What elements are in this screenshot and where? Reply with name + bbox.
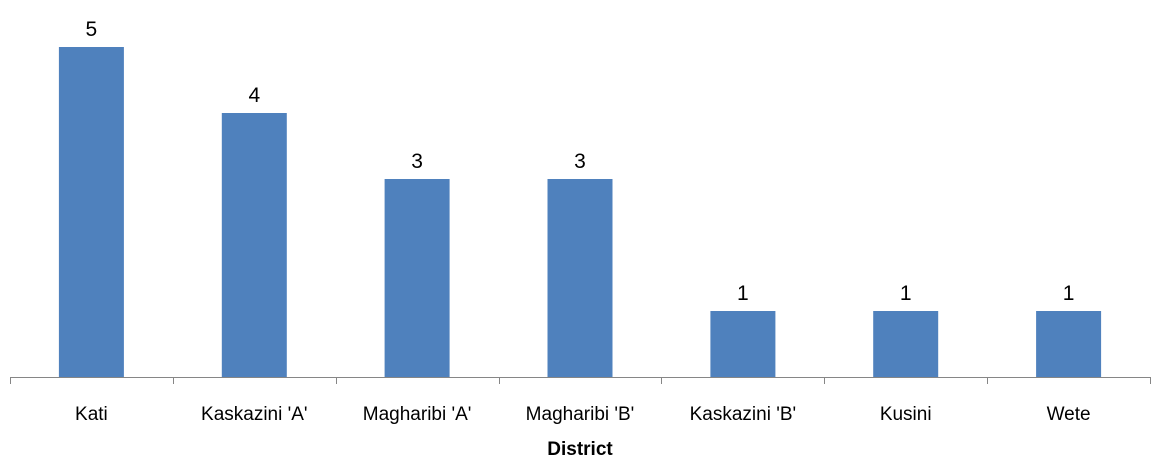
x-axis	[10, 377, 1151, 384]
data-label-kati: 5	[86, 18, 98, 41]
data-label-magharibi-a: 3	[411, 150, 423, 173]
x-tick-label-kaskazini-b: Kaskazini 'B'	[690, 404, 797, 425]
x-tick-label-wete: Wete	[1047, 404, 1091, 425]
bar-magharibi-a	[384, 179, 450, 377]
data-label-kaskazini-b: 1	[737, 282, 749, 305]
x-axis-title: District	[547, 439, 613, 460]
data-labels-layer: 5 4 3 3 1 1 1	[86, 18, 1075, 305]
x-tick-label-kusini: Kusini	[880, 404, 932, 425]
x-tick-labels-layer: Kati Kaskazini 'A' Magharibi 'A' Magharibi …	[75, 404, 1091, 425]
bar-wete	[1036, 311, 1102, 377]
bar-kaskazini-b	[710, 311, 776, 377]
data-label-kusini: 1	[900, 282, 912, 305]
bar-kusini	[873, 311, 939, 377]
data-label-kaskazini-a: 4	[248, 84, 260, 107]
bars-layer	[58, 47, 1102, 377]
x-tick-label-kati: Kati	[75, 404, 108, 425]
bar-magharibi-b	[547, 179, 613, 377]
data-label-wete: 1	[1063, 282, 1075, 305]
x-tick-label-magharibi-a: Magharibi 'A'	[363, 404, 472, 425]
x-tick-label-kaskazini-a: Kaskazini 'A'	[201, 404, 308, 425]
bar-kaskazini-a	[221, 113, 287, 377]
x-tick-label-magharibi-b: Magharibi 'B'	[526, 404, 635, 425]
bar-kati	[58, 47, 124, 377]
data-label-magharibi-b: 3	[574, 150, 586, 173]
